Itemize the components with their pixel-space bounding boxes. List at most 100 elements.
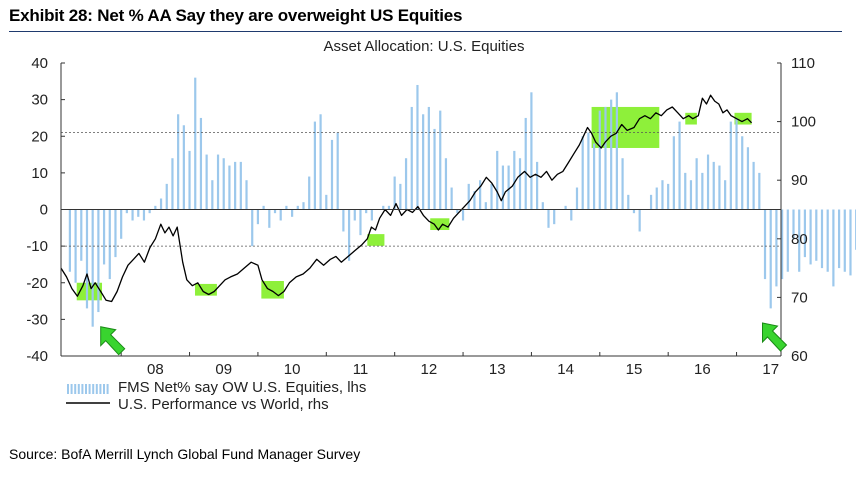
bar xyxy=(684,172,687,210)
bar xyxy=(120,209,123,239)
bar xyxy=(518,158,522,210)
bar xyxy=(444,158,448,210)
bar xyxy=(228,165,231,210)
bar xyxy=(422,114,425,210)
bar xyxy=(598,110,601,210)
x-tick-label: 14 xyxy=(557,361,574,378)
bar xyxy=(347,209,351,261)
legend-swatch-bar xyxy=(67,384,69,394)
bar xyxy=(456,209,459,214)
bar xyxy=(313,121,316,210)
legend-swatch-bar xyxy=(95,384,98,394)
bar-series xyxy=(68,77,856,327)
bar xyxy=(763,209,767,280)
left-tick-label: -30 xyxy=(26,311,48,328)
highlight-box xyxy=(591,106,660,148)
bar xyxy=(541,202,544,210)
bar xyxy=(621,158,624,210)
legend-swatch-bar xyxy=(88,384,91,394)
bar xyxy=(587,132,590,210)
x-tick-label: 08 xyxy=(147,361,164,378)
bar xyxy=(182,125,185,210)
bar xyxy=(131,209,134,221)
highlight-box xyxy=(367,234,385,246)
bar xyxy=(695,158,698,210)
bar xyxy=(615,92,618,210)
bar xyxy=(296,205,299,210)
bar xyxy=(399,183,402,210)
bar xyxy=(114,209,117,258)
bar xyxy=(570,209,573,221)
bar xyxy=(701,172,704,210)
bar xyxy=(632,209,636,214)
bar xyxy=(353,209,356,221)
right-tick-label: 80 xyxy=(791,231,808,248)
legend-bar-label: FMS Net% say OW U.S. Equities, lhs xyxy=(118,379,366,396)
bar xyxy=(273,209,277,214)
bar xyxy=(387,205,391,210)
bar xyxy=(148,209,151,214)
bar xyxy=(359,209,362,236)
bar xyxy=(330,139,334,210)
legend-line-label: U.S. Performance vs World, rhs xyxy=(118,396,329,413)
bar xyxy=(581,136,584,210)
axes xyxy=(60,62,782,357)
x-tick-label: 13 xyxy=(489,361,506,378)
bar xyxy=(404,158,408,210)
x-tick-label: 17 xyxy=(762,361,779,378)
legend: FMS Net% say OW U.S. Equities, lhs U.S. … xyxy=(66,379,366,413)
bar xyxy=(450,187,453,210)
highlight-box xyxy=(195,283,217,296)
bar xyxy=(735,117,738,210)
bar xyxy=(627,194,630,210)
bar xyxy=(718,165,721,210)
bar xyxy=(843,209,846,272)
left-tick-label: 40 xyxy=(31,55,48,72)
bar xyxy=(741,136,744,210)
bar xyxy=(245,180,248,210)
bar xyxy=(769,209,772,309)
bar xyxy=(849,209,852,276)
exhibit-title: Exhibit 28: Net % AA Say they are overwe… xyxy=(9,6,463,25)
legend-swatch-bar xyxy=(70,384,73,394)
bar xyxy=(159,198,163,210)
bar xyxy=(752,161,755,210)
bar xyxy=(536,161,539,210)
bar xyxy=(194,77,197,210)
bar xyxy=(85,209,89,309)
bar xyxy=(342,209,345,232)
bar xyxy=(125,209,128,214)
bar xyxy=(188,150,191,210)
bar xyxy=(285,205,288,210)
bar xyxy=(251,209,254,247)
x-tick-label: 10 xyxy=(284,361,301,378)
bar xyxy=(439,110,442,210)
bar xyxy=(102,209,106,265)
bar xyxy=(547,209,550,228)
bar xyxy=(234,161,237,210)
bar xyxy=(211,180,214,210)
tick-labels: -40 -30 -20 -10 0 10 20 30 40 60 70 80 90 100 110 08 09 1… xyxy=(26,55,816,378)
bar xyxy=(786,209,789,272)
reference-lines xyxy=(61,132,781,247)
bar xyxy=(108,209,111,280)
bar xyxy=(792,209,795,239)
bar xyxy=(393,176,396,210)
left-tick-label: -10 xyxy=(26,238,48,255)
right-tick-label: 90 xyxy=(791,172,808,189)
bar xyxy=(678,121,681,210)
bar xyxy=(798,209,801,272)
bar xyxy=(427,106,430,210)
bar xyxy=(712,161,715,210)
bar xyxy=(655,187,658,210)
bar xyxy=(165,183,168,210)
bar xyxy=(524,117,527,210)
bar xyxy=(222,158,225,210)
bar xyxy=(382,205,385,210)
bar xyxy=(325,194,328,210)
highlight-box xyxy=(261,280,284,299)
title-rule xyxy=(9,31,842,32)
line-series xyxy=(60,94,753,303)
bar xyxy=(706,154,710,210)
arrows xyxy=(100,322,788,356)
